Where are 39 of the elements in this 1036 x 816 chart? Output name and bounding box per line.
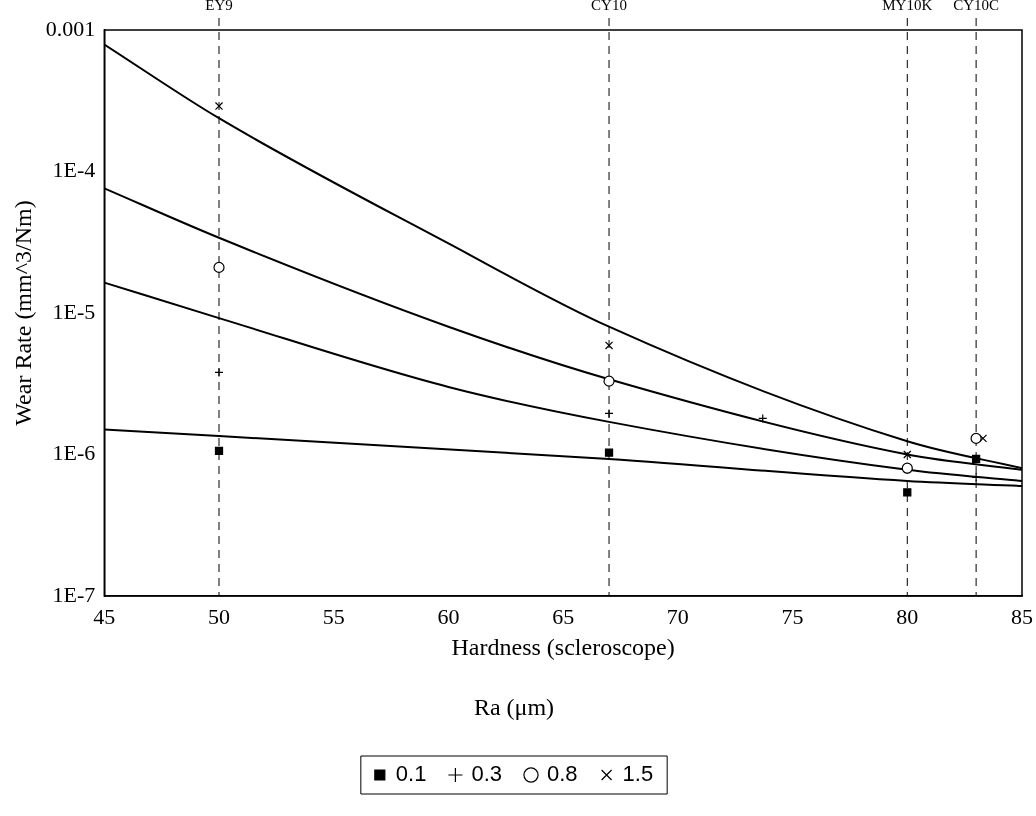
y-tick-label: 1E-4 <box>52 157 96 183</box>
point <box>901 462 913 474</box>
point <box>604 448 614 457</box>
x-tick-label: 45 <box>93 603 116 629</box>
y-axis-title: Wear Rate (mm^3/Nm) <box>9 200 36 426</box>
point <box>604 408 614 419</box>
ref-line-label: EY9 <box>205 0 233 14</box>
x-axis-title: Hardness (scleroscope) <box>451 634 675 661</box>
y-tick-label: 1E-6 <box>52 440 96 466</box>
y-tick-label: 1E-5 <box>52 298 96 324</box>
x-tick-label: 65 <box>552 603 575 629</box>
legend-label: 1.5 <box>622 761 654 787</box>
legend-label: 0.3 <box>471 761 503 787</box>
x-tick-label: 60 <box>437 603 460 629</box>
y-tick-label: 1E-7 <box>52 581 96 607</box>
point <box>604 341 614 350</box>
x-tick-label: 50 <box>208 603 231 629</box>
x-tick-label: 55 <box>322 603 345 629</box>
point <box>971 472 981 482</box>
x-tick-label: 80 <box>896 603 919 629</box>
ref-line-label: CY10C <box>953 0 1000 14</box>
point <box>903 450 912 459</box>
point <box>971 454 981 464</box>
y-tick-label: 0.001 <box>45 15 96 41</box>
ref-line-label: MY10K <box>882 0 933 14</box>
point <box>970 432 982 444</box>
point <box>214 101 224 111</box>
point <box>213 261 225 274</box>
legend-title: Ra (μm) <box>473 694 555 721</box>
point <box>903 488 912 497</box>
legend-label: 0.1 <box>395 761 427 787</box>
point <box>214 446 224 456</box>
legend-label: 0.8 <box>547 761 578 787</box>
ref-line-label: CY10 <box>591 0 627 14</box>
point <box>214 367 224 378</box>
x-tick-label: 85 <box>1011 603 1033 629</box>
x-tick-label: 70 <box>666 603 689 629</box>
x-tick-label: 75 <box>781 603 804 629</box>
point <box>603 375 615 387</box>
